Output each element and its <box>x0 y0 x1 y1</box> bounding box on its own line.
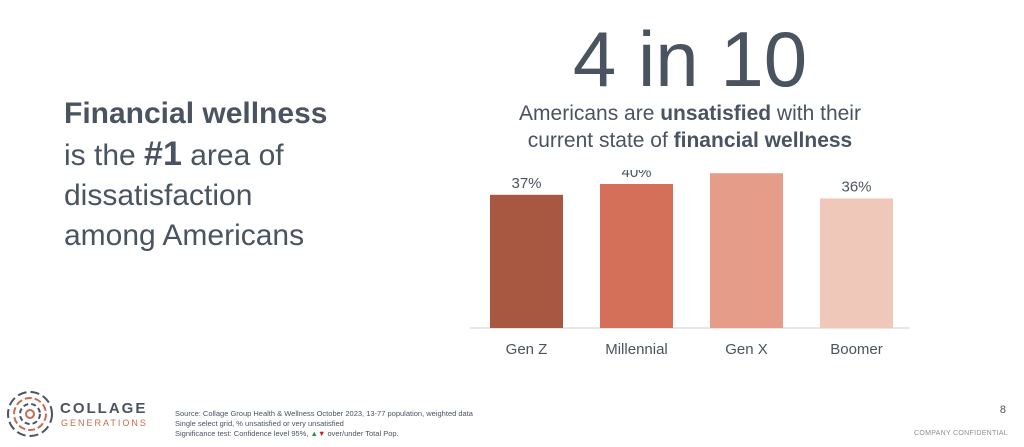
up-triangle-icon: ▲ <box>310 429 318 438</box>
source-note: Source: Collage Group Health & Wellness … <box>175 409 473 418</box>
question-note: Single select grid, % unsatisfied or ver… <box>175 419 344 428</box>
bar-millennial <box>600 184 673 328</box>
bar-chart: 37%Gen Z40%Millennial43%Gen X36%Boomer <box>470 170 910 358</box>
headline-lead: Financial wellness <box>64 97 328 130</box>
logo-emblem-icon <box>7 391 53 437</box>
bar-boomer <box>820 198 893 328</box>
stat-description: Americans are unsatisfied with their cur… <box>470 100 910 154</box>
headline-line-2-pre: is the <box>64 139 145 172</box>
significance-note: Significance test: Confidence level 95%,… <box>175 429 473 439</box>
headline-block: Financial wellness is the #1 area of dis… <box>64 94 434 256</box>
stat-description-line-1: Americans are unsatisfied with their <box>470 100 910 127</box>
headline-line-2: is the #1 area of <box>64 134 434 176</box>
stat-desc-pre: Americans are <box>519 102 661 125</box>
bar-gen-z <box>490 194 563 328</box>
down-triangle-icon: ▼ <box>317 429 326 438</box>
stat-number: 4 in 10 <box>572 15 808 103</box>
x-tick-label: Gen X <box>725 341 768 358</box>
data-label: 40% <box>621 170 651 181</box>
confidential-label: COMPANY CONFIDENTIAL <box>913 430 1008 437</box>
stat-description-line-2: current state of financial wellness <box>470 127 910 154</box>
significance-pre: Significance test: Confidence level 95%, <box>175 429 311 438</box>
company-logo: COLLAGE GENERATIONS <box>4 386 164 442</box>
page-number: 8 <box>999 404 1006 416</box>
headline-line-4: among Americans <box>64 219 305 252</box>
x-tick-label: Gen Z <box>506 341 548 358</box>
stat-desc-bold-2: financial wellness <box>673 129 853 152</box>
significance-post: over/under Total Pop. <box>325 429 399 438</box>
headline-rank: #1 <box>144 135 182 173</box>
x-tick-label: Boomer <box>830 341 883 358</box>
headline-line-2-post: area of <box>181 139 284 172</box>
stat-desc-bold-1: unsatisfied <box>660 102 772 125</box>
data-label: 37% <box>511 175 541 192</box>
footnotes: Source: Collage Group Health & Wellness … <box>175 409 473 439</box>
bar-gen-x <box>710 173 783 328</box>
stat-desc-mid: with their <box>771 102 861 125</box>
logo-sub: GENERATIONS <box>61 418 148 428</box>
x-tick-label: Millennial <box>605 341 668 358</box>
headline-line-3: dissatisfaction <box>64 179 253 212</box>
data-label: 36% <box>841 178 871 195</box>
stat-desc-line2-pre: current state of <box>527 129 674 152</box>
logo-word: COLLAGE <box>60 400 148 417</box>
